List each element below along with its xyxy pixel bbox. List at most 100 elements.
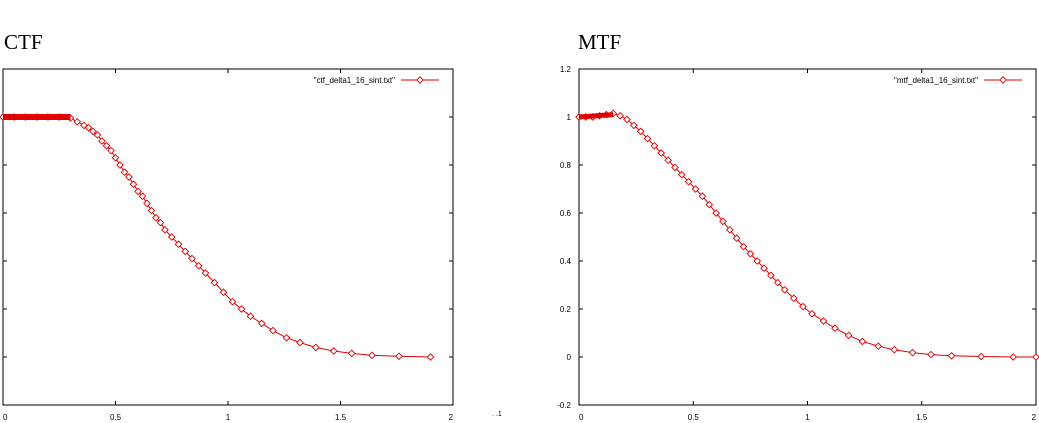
- mtf-data-point: [623, 115, 631, 124]
- ctf-data-point: [269, 326, 277, 335]
- mtf-legend-marker: [999, 76, 1007, 84]
- mtf-data-point: [858, 337, 867, 346]
- ctf-x-tick-label: 0: [3, 413, 8, 422]
- mtf-data-point: [874, 342, 883, 351]
- ctf-data-point: [89, 127, 97, 136]
- mtf-y-tick-label: 1: [567, 113, 572, 122]
- mtf-data-point: [732, 234, 741, 243]
- mtf-data-point: [725, 225, 734, 234]
- mtf-data-point: [698, 192, 707, 201]
- mtf-data-point: [1032, 353, 1039, 361]
- ctf-data-point: [73, 117, 82, 126]
- ctf-legend-label: "ctf_delta1_16_sint.txt": [314, 76, 395, 85]
- mtf-data-point: [789, 294, 798, 303]
- ctf-data-point: [257, 319, 266, 328]
- ctf-data-point: [194, 261, 203, 270]
- ctf-data-point: [181, 247, 190, 256]
- mtf-data-point: [746, 249, 755, 258]
- mtf-plot-frame: [578, 68, 1037, 406]
- ctf-data-point: [329, 347, 338, 355]
- ctf-data-point: [116, 161, 124, 169]
- mtf-data-point: [657, 149, 666, 157]
- ctf-data-point: [219, 288, 228, 297]
- ctf-data-point: [111, 153, 120, 162]
- mtf-data-point: [705, 200, 714, 209]
- ctf-series-line: [3, 116, 431, 358]
- mtf-y-tick-label: 1.2: [560, 65, 572, 74]
- mtf-y-tick-label: 0.8: [560, 161, 572, 170]
- ctf-data-point: [347, 349, 356, 358]
- mtf-y-tick-label: 0.2: [560, 305, 572, 314]
- ctf-data-point: [120, 168, 129, 177]
- ctf-data-point: [210, 278, 219, 287]
- ctf-data-point: [228, 297, 237, 306]
- mtf-x-tick-label: 2: [1032, 413, 1037, 422]
- mtf-data-point: [719, 217, 727, 226]
- ctf-data-point: [152, 213, 160, 222]
- mtf-plateau-mark: [578, 112, 614, 120]
- ctf-legend-marker: [416, 76, 424, 84]
- ctf-data-point: [167, 233, 176, 241]
- mtf-data-point: [616, 111, 624, 120]
- mtf-x-tick-label: 0.5: [688, 413, 700, 422]
- mtf-data-point: [636, 127, 645, 136]
- ctf-chart-title: CTF: [4, 30, 43, 54]
- ctf-data-point: [161, 225, 169, 234]
- mtf-chart-title: MTF: [578, 30, 622, 54]
- ctf-data-point: [426, 353, 435, 361]
- mtf-data-point: [819, 317, 828, 325]
- mtf-data-point: [799, 302, 807, 311]
- mtf-data-point: [831, 324, 839, 333]
- ctf-data-point: [129, 180, 138, 189]
- ctf-data-point: [201, 269, 210, 277]
- ctf-data-point: [107, 146, 115, 155]
- stray-axis-label: . .1: [492, 411, 502, 418]
- mtf-data-point: [712, 209, 720, 217]
- mtf-data-point: [684, 177, 693, 186]
- mtf-data-point: [664, 156, 672, 165]
- mtf-data-point: [630, 121, 638, 130]
- ctf-data-point: [143, 199, 151, 208]
- mtf-data-point: [643, 134, 652, 143]
- mtf-data-point: [890, 345, 899, 354]
- mtf-data-point: [1009, 353, 1017, 361]
- ctf-data-point: [93, 131, 102, 139]
- ctf-data-point: [395, 352, 403, 361]
- ctf-data-point: [156, 218, 165, 227]
- mtf-y-tick-label: -0.2: [557, 401, 571, 410]
- mtf-data-point: [908, 348, 917, 357]
- mtf-data-point: [691, 185, 700, 193]
- mtf-data-point: [760, 264, 768, 273]
- ctf-data-point: [84, 123, 93, 132]
- mtf-data-point: [808, 309, 816, 318]
- ctf-x-tick-label: 1: [226, 413, 231, 422]
- ctf-data-point: [138, 192, 147, 201]
- mtf-data-point: [767, 271, 775, 280]
- mtf-x-tick-label: 1.5: [916, 413, 928, 422]
- ctf-data-point: [246, 312, 255, 321]
- ctf-data-point: [368, 351, 376, 360]
- mtf-data-point: [677, 170, 686, 179]
- mtf-data-point: [977, 352, 985, 361]
- ctf-x-tick-label: 2: [449, 413, 454, 422]
- ctf-data-point: [102, 141, 111, 150]
- mtf-y-tick-label: 0.4: [560, 257, 572, 266]
- ctf-data-point: [174, 240, 183, 249]
- mtf-legend-label: "mtf_delta1_16_sint.txt": [894, 76, 978, 85]
- ctf-data-point: [98, 137, 106, 145]
- mtf-data-point: [947, 351, 956, 360]
- mtf-data-point: [650, 141, 659, 150]
- ctf-data-point: [134, 187, 142, 196]
- ctf-data-point: [147, 206, 156, 215]
- ctf-data-point: [282, 333, 291, 342]
- mtf-y-tick-label: 0.6: [560, 209, 572, 218]
- mtf-data-point: [927, 350, 935, 359]
- ctf-data-point: [237, 305, 246, 313]
- ctf-data-point: [296, 338, 304, 347]
- mtf-x-tick-label: 0: [579, 413, 584, 422]
- mtf-x-tick-label: 1: [805, 413, 810, 422]
- mtf-data-point: [671, 163, 679, 172]
- mtf-data-point: [844, 331, 853, 340]
- mtf-series-line: [579, 112, 1036, 358]
